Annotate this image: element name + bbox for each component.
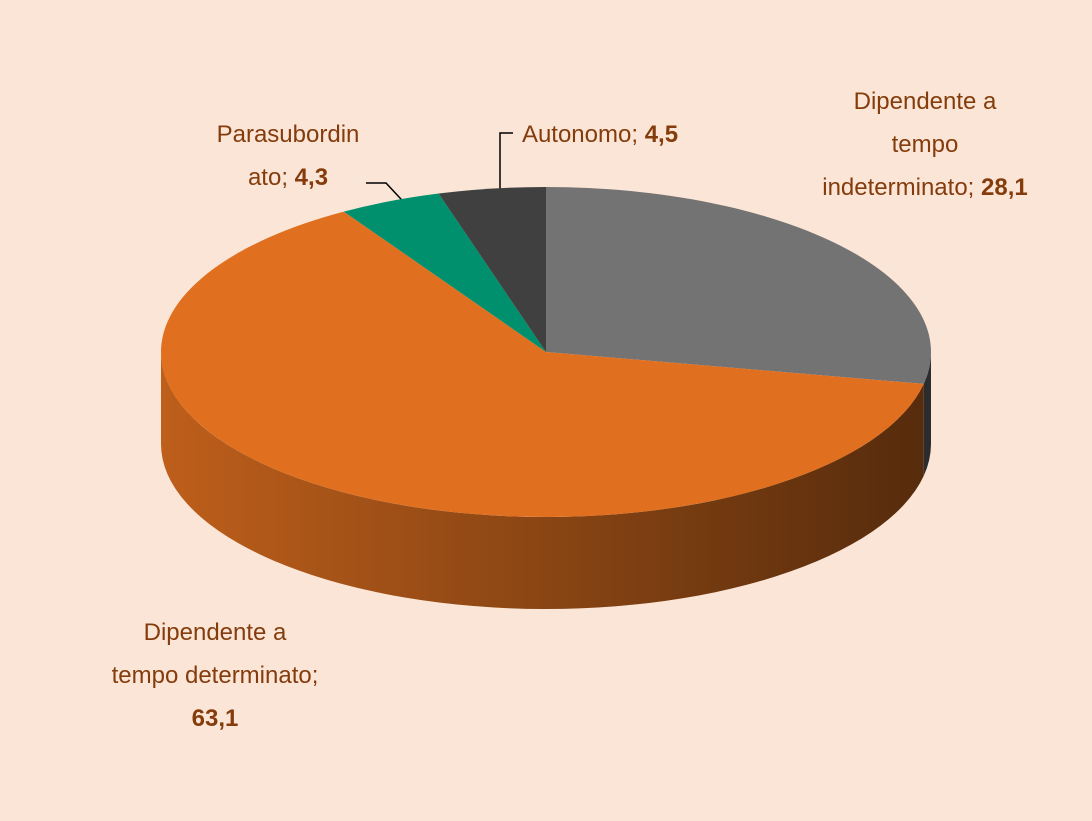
slice-side: [161, 352, 924, 609]
slice: [160, 211, 924, 517]
value-label: 4,5: [644, 121, 679, 148]
category-name: Dipendente a tempo indeterminato: [822, 88, 997, 201]
data-label: Dipendente a tempo determinato; 63,1: [110, 611, 320, 740]
category-name: Autonomo: [521, 121, 632, 148]
separator: ;: [631, 121, 639, 148]
separator: ;: [967, 174, 975, 201]
slice-side: [923, 352, 931, 476]
data-label: Autonomo; 4,5: [510, 113, 690, 156]
slice: [438, 187, 546, 352]
slice: [546, 187, 931, 384]
separator: ;: [281, 164, 288, 191]
slice-sides: [161, 352, 931, 609]
value-label: 28,1: [981, 174, 1028, 201]
slice: [343, 193, 546, 352]
data-label: Parasubordinato; 4,3: [213, 113, 363, 199]
category-name: Parasubordinato: [216, 121, 360, 191]
separator: ;: [311, 662, 319, 689]
value-label: 63,1: [191, 705, 239, 732]
data-label: Dipendente a tempo indeterminato; 28,1: [820, 80, 1030, 209]
leader-line: [499, 132, 513, 203]
value-label: 4,3: [294, 164, 329, 191]
category-name: Dipendente a tempo determinato: [111, 619, 312, 689]
